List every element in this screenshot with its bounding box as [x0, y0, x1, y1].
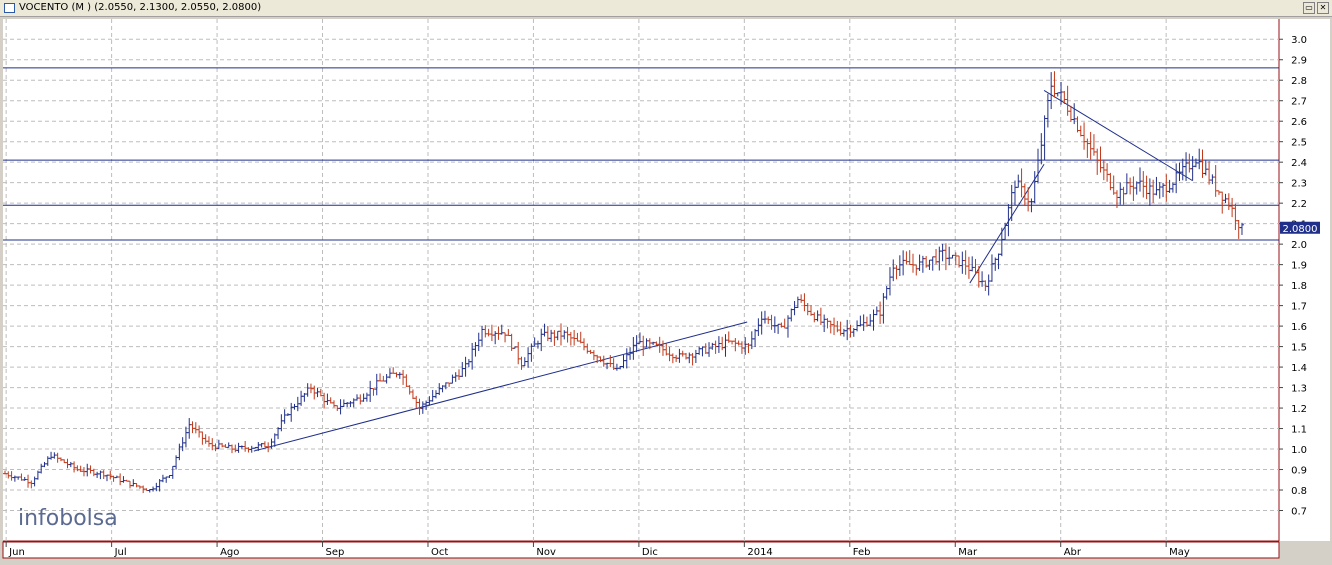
y-tick-label: 0.9 — [1291, 466, 1307, 477]
trend-line — [1043, 90, 1193, 182]
y-tick-label: 0.7 — [1291, 507, 1307, 518]
price-chart: 3.02.92.82.72.62.52.42.32.22.12.01.91.81… — [0, 17, 1332, 561]
y-tick-label: 3.0 — [1291, 35, 1307, 46]
x-tick-label: Feb — [853, 547, 871, 558]
last-price-marker — [1280, 221, 1320, 234]
x-tick-label: Jul — [114, 547, 127, 558]
y-tick-label: 1.2 — [1291, 404, 1307, 415]
x-tick-label: Sep — [326, 547, 345, 558]
window-titlebar: VOCENTO (M ) (2.0550, 2.1300, 2.0550, 2.… — [0, 0, 1332, 17]
y-tick-label: 2.9 — [1291, 56, 1307, 67]
x-tick-label: May — [1169, 547, 1190, 558]
y-tick-label: 1.3 — [1291, 384, 1307, 395]
y-tick-label: 2.3 — [1291, 179, 1307, 190]
infobolsa-watermark: infobolsa — [18, 506, 118, 531]
y-tick-label: 1.0 — [1291, 445, 1307, 456]
y-tick-label: 1.9 — [1291, 261, 1307, 272]
y-axis-panel — [1279, 19, 1330, 541]
y-tick-label: 1.5 — [1291, 343, 1307, 354]
y-tick-label: 1.7 — [1291, 302, 1307, 313]
y-tick-label: 1.4 — [1291, 363, 1307, 374]
close-window-button[interactable]: ✕ — [1317, 2, 1329, 14]
restore-window-button[interactable]: ▭ — [1303, 2, 1315, 14]
x-tick-label: Dic — [642, 547, 658, 558]
y-tick-label: 2.0 — [1291, 240, 1307, 251]
y-tick-label: 2.5 — [1291, 138, 1307, 149]
x-tick-label: Ago — [220, 547, 239, 558]
ohlc-bar — [1239, 222, 1244, 235]
x-axis-panel — [2, 541, 1280, 559]
x-tick-label: Abr — [1064, 547, 1082, 558]
y-tick-label: 1.8 — [1291, 281, 1307, 292]
last-price-label: 2.0800 — [1283, 224, 1318, 235]
y-tick-label: 2.4 — [1291, 158, 1307, 169]
trend-line — [253, 321, 748, 452]
x-tick-label: Mar — [958, 547, 978, 558]
x-tick-label: Jun — [8, 547, 25, 558]
price-chart-svg: 3.02.92.82.72.62.52.42.32.22.12.01.91.81… — [0, 17, 1332, 561]
y-tick-label: 0.8 — [1291, 486, 1307, 497]
trend-line — [969, 163, 1045, 284]
x-tick-label: 2014 — [747, 547, 772, 558]
x-tick-label: Nov — [536, 547, 556, 558]
y-tick-label: 2.6 — [1291, 117, 1307, 128]
chart-window-icon — [4, 3, 15, 13]
plot-area — [3, 19, 1279, 541]
x-tick-label: Oct — [431, 547, 448, 558]
window-title: VOCENTO (M ) (2.0550, 2.1300, 2.0550, 2.… — [19, 2, 262, 13]
y-tick-label: 2.2 — [1291, 199, 1307, 210]
y-tick-label: 2.7 — [1291, 97, 1307, 108]
y-tick-label: 1.1 — [1291, 425, 1307, 436]
y-tick-label: 1.6 — [1291, 322, 1307, 333]
y-tick-label: 2.8 — [1291, 76, 1307, 87]
